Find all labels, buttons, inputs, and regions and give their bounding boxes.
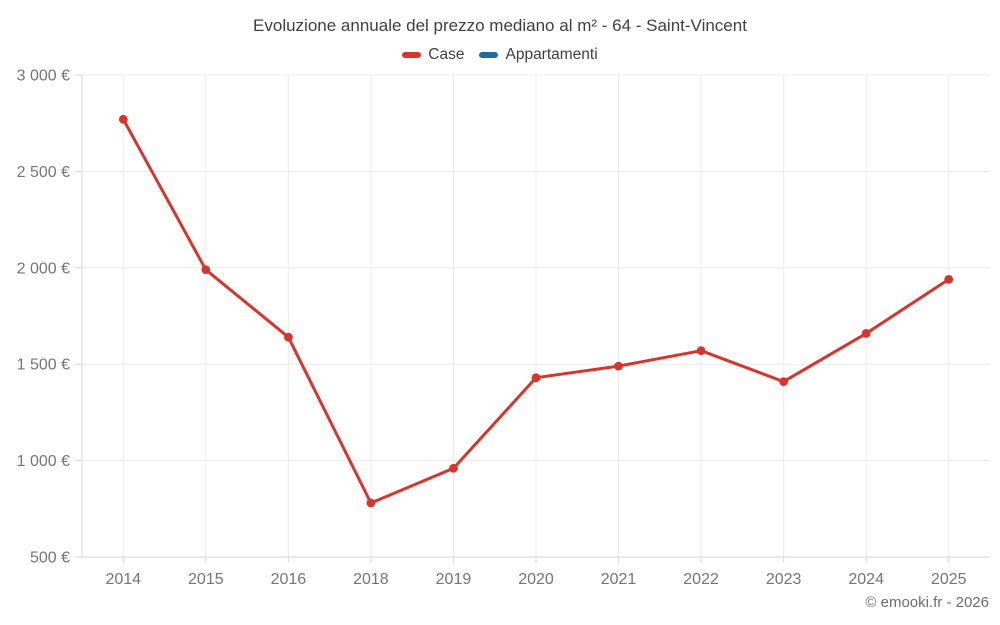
copyright: © emooki.fr - 2026	[865, 594, 989, 611]
x-tick-label: 2021	[601, 571, 637, 588]
y-tick-label: 1 000 €	[17, 453, 70, 470]
x-tick-label: 2020	[518, 571, 554, 588]
data-point-case-2020[interactable]	[531, 373, 541, 383]
x-tick-label: 2016	[271, 571, 307, 588]
y-tick-label: 2 000 €	[17, 260, 70, 277]
data-point-case-2023[interactable]	[779, 377, 788, 386]
data-point-case-2016[interactable]	[284, 332, 293, 342]
x-tick-label: 2018	[353, 571, 389, 588]
x-tick-label: 2019	[436, 571, 472, 588]
x-tick-label: 2024	[848, 571, 884, 588]
legend-item-case[interactable]: Case	[402, 46, 464, 64]
data-point-case-2025[interactable]	[944, 275, 954, 284]
y-tick-label: 3 000 €	[17, 68, 70, 85]
data-point-case-2018[interactable]	[366, 498, 376, 508]
data-point-case-2014[interactable]	[118, 114, 128, 124]
data-point-case-2015[interactable]	[201, 265, 211, 275]
y-tick-label: 1 500 €	[17, 357, 70, 374]
data-point-case-2021[interactable]	[614, 361, 623, 371]
chart-title: Evoluzione annuale del prezzo mediano al…	[253, 16, 747, 35]
x-tick-label: 2015	[188, 571, 224, 588]
data-point-case-2022[interactable]	[696, 346, 706, 356]
x-tick-label: 2025	[931, 571, 967, 588]
legend-label-case: Case	[428, 46, 465, 63]
legend-label-appartamenti: Appartamenti	[505, 46, 598, 63]
legend-item-appartamenti[interactable]: Appartamenti	[479, 46, 598, 64]
data-point-case-2024[interactable]	[861, 329, 871, 338]
appartamenti-series-swatch-icon	[479, 52, 499, 58]
x-tick-label: 2022	[683, 571, 719, 588]
y-tick-label: 2 500 €	[17, 164, 70, 181]
x-tick-label: 2023	[766, 571, 802, 588]
legend: Case Appartamenti	[0, 46, 1000, 64]
y-tick-label: 500 €	[30, 550, 70, 567]
x-tick-label: 2014	[105, 571, 141, 588]
data-point-case-2019[interactable]	[449, 463, 458, 473]
case-series-swatch-icon	[402, 52, 422, 58]
